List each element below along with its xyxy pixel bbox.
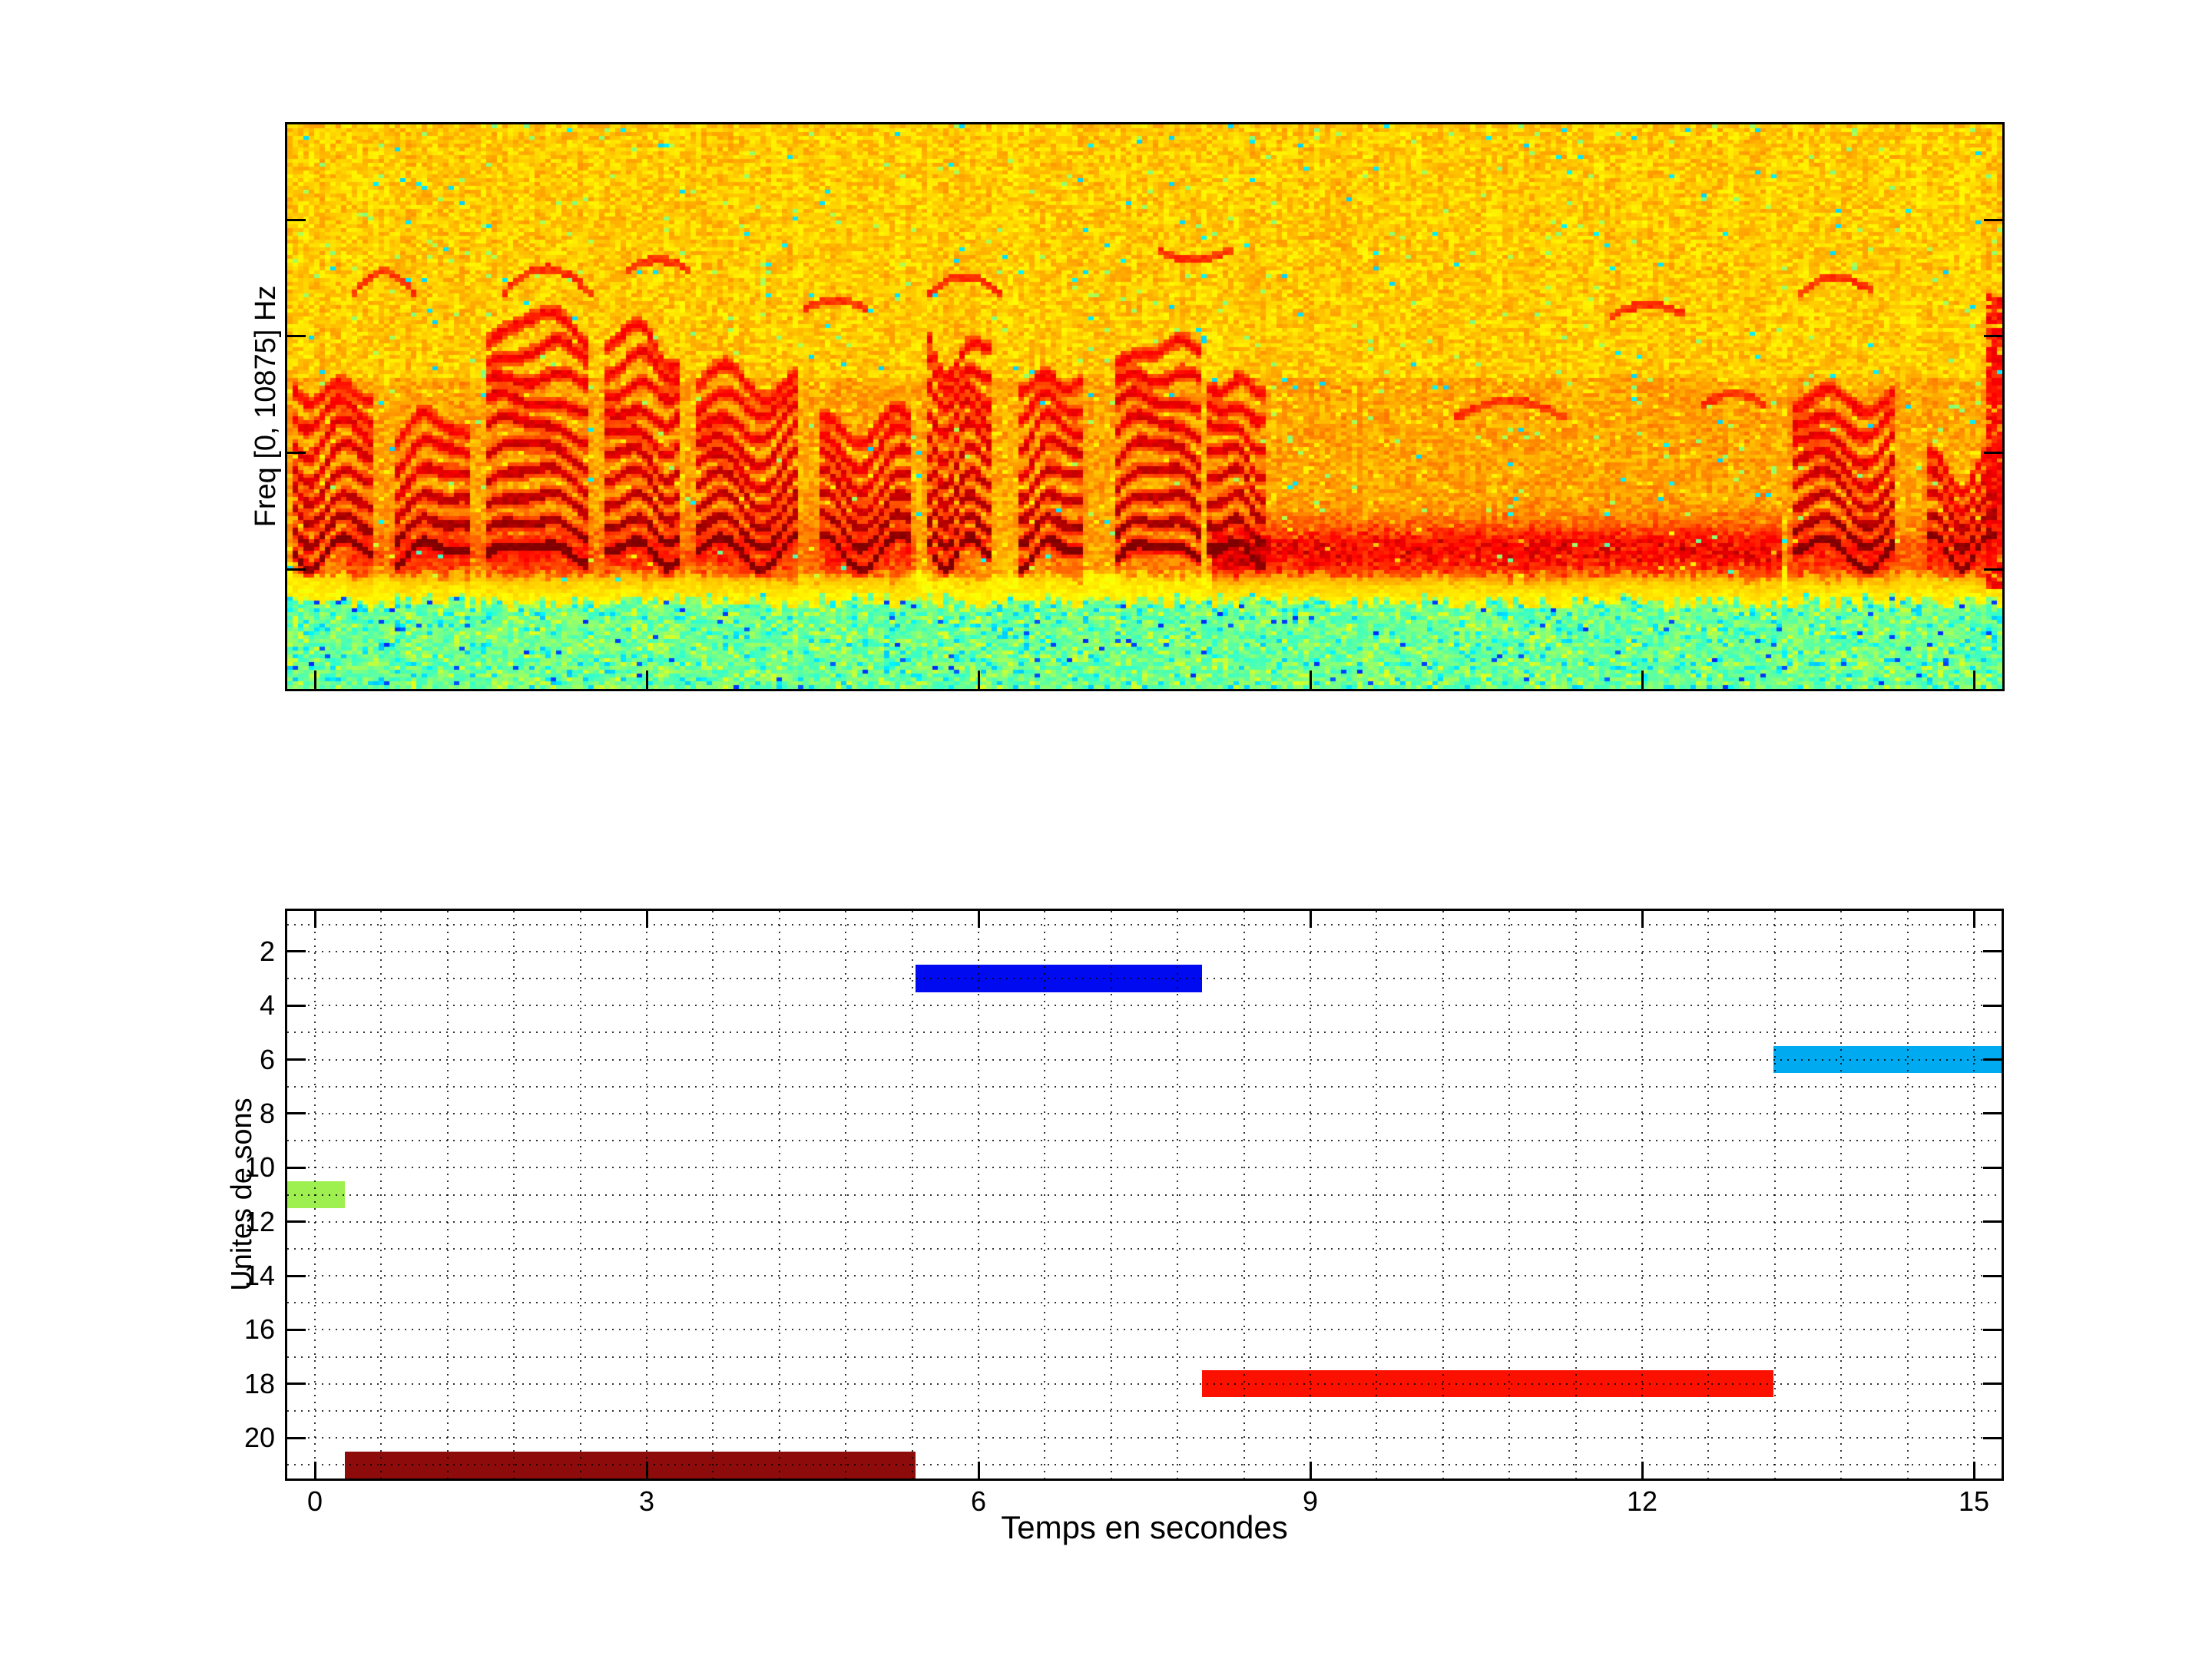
y-tick bbox=[1983, 1382, 2002, 1386]
y-tick bbox=[1983, 1328, 2002, 1331]
grid-line-horizontal bbox=[287, 1085, 2002, 1088]
spectrogram-x-tick bbox=[1973, 671, 1976, 689]
spectrogram-plot bbox=[285, 122, 2005, 691]
x-tick bbox=[645, 911, 648, 928]
x-tick-label: 3 bbox=[638, 1485, 655, 1517]
y-tick bbox=[287, 1112, 306, 1115]
spectrogram-y-tick bbox=[287, 218, 306, 221]
y-tick bbox=[1983, 1112, 2002, 1115]
grid-line-horizontal bbox=[287, 1302, 2002, 1304]
y-tick-label: 12 bbox=[243, 1205, 275, 1237]
y-tick-label: 2 bbox=[259, 935, 275, 967]
x-tick bbox=[1972, 911, 1975, 928]
spectrogram-y-tick bbox=[287, 335, 306, 338]
spectrogram-y-tick bbox=[1984, 452, 2002, 455]
spectrogram-x-tick bbox=[1641, 671, 1644, 689]
x-tick bbox=[645, 1462, 648, 1479]
y-tick bbox=[1983, 1004, 2002, 1007]
x-tick-label: 12 bbox=[1626, 1485, 1658, 1517]
grid-line-horizontal bbox=[287, 950, 2002, 952]
spectrogram-x-tick bbox=[977, 671, 980, 689]
y-tick bbox=[287, 1328, 306, 1331]
sound-units-xlabel: Temps en secondes bbox=[1001, 1509, 1288, 1545]
spectrogram-x-tick bbox=[313, 671, 316, 689]
y-tick bbox=[1983, 950, 2002, 953]
spectrogram-y-tick bbox=[1984, 568, 2002, 571]
grid-line-horizontal bbox=[287, 1112, 2002, 1114]
y-tick bbox=[287, 950, 306, 953]
grid-line-horizontal bbox=[287, 1464, 2002, 1466]
y-tick-label: 18 bbox=[243, 1367, 275, 1399]
grid-line-horizontal bbox=[287, 1329, 2002, 1331]
y-tick-label: 8 bbox=[259, 1097, 275, 1129]
spectrogram-x-tick bbox=[645, 671, 648, 689]
grid-line-horizontal bbox=[287, 1247, 2002, 1250]
spectrogram-x-tick bbox=[1310, 671, 1313, 689]
y-tick bbox=[1983, 1436, 2002, 1439]
x-tick-label: 9 bbox=[1302, 1485, 1319, 1517]
x-tick bbox=[1641, 911, 1644, 928]
grid-line-horizontal bbox=[287, 1410, 2002, 1412]
y-tick-label: 16 bbox=[243, 1313, 275, 1346]
x-tick bbox=[313, 911, 316, 928]
x-tick-label: 15 bbox=[1958, 1485, 1990, 1517]
grid-line-horizontal bbox=[287, 1437, 2002, 1439]
grid-line-horizontal bbox=[287, 1275, 2002, 1277]
x-tick bbox=[1641, 1462, 1644, 1479]
y-tick bbox=[287, 1166, 306, 1169]
x-tick-label: 6 bbox=[970, 1485, 987, 1517]
grid-line-horizontal bbox=[287, 1356, 2002, 1358]
y-tick bbox=[1983, 1220, 2002, 1224]
grid-line-horizontal bbox=[287, 1058, 2002, 1061]
y-tick-label: 10 bbox=[243, 1151, 275, 1184]
y-tick bbox=[1983, 1058, 2002, 1061]
y-tick bbox=[287, 1382, 306, 1386]
y-tick bbox=[287, 1274, 306, 1277]
grid-line-horizontal bbox=[287, 1140, 2002, 1142]
x-tick-label: 0 bbox=[306, 1485, 323, 1517]
y-tick-label: 6 bbox=[259, 1043, 275, 1075]
sound-units-plot bbox=[285, 909, 2004, 1481]
spectrogram-ylabel: Freq [0, 10875] Hz bbox=[250, 285, 282, 528]
x-tick bbox=[977, 911, 980, 928]
spectrogram-image bbox=[287, 124, 2002, 689]
y-tick bbox=[287, 1220, 306, 1224]
x-tick bbox=[1972, 1462, 1975, 1479]
x-tick bbox=[977, 1462, 980, 1479]
grid-line-horizontal bbox=[287, 977, 2002, 979]
y-tick-label: 4 bbox=[259, 989, 275, 1022]
y-tick bbox=[287, 1004, 306, 1007]
x-tick bbox=[313, 1462, 316, 1479]
spectrogram-y-tick bbox=[1984, 218, 2002, 221]
grid-line-horizontal bbox=[287, 923, 2002, 926]
y-tick bbox=[287, 1436, 306, 1439]
grid-line-horizontal bbox=[287, 1220, 2002, 1223]
grid-line-horizontal bbox=[287, 1031, 2002, 1034]
spectrogram-y-tick bbox=[287, 452, 306, 455]
x-tick bbox=[1309, 911, 1312, 928]
grid-line-horizontal bbox=[287, 1382, 2002, 1385]
x-tick bbox=[1309, 1462, 1312, 1479]
grid-line-horizontal bbox=[287, 1005, 2002, 1007]
grid-line-horizontal bbox=[287, 1194, 2002, 1196]
spectrogram-y-tick bbox=[1984, 335, 2002, 338]
grid-line-horizontal bbox=[287, 1167, 2002, 1169]
y-tick-label: 14 bbox=[243, 1260, 275, 1292]
y-tick bbox=[1983, 1274, 2002, 1277]
y-tick bbox=[1983, 1166, 2002, 1169]
y-tick-label: 20 bbox=[243, 1422, 275, 1454]
spectrogram-y-tick bbox=[287, 568, 306, 571]
y-tick bbox=[287, 1058, 306, 1061]
